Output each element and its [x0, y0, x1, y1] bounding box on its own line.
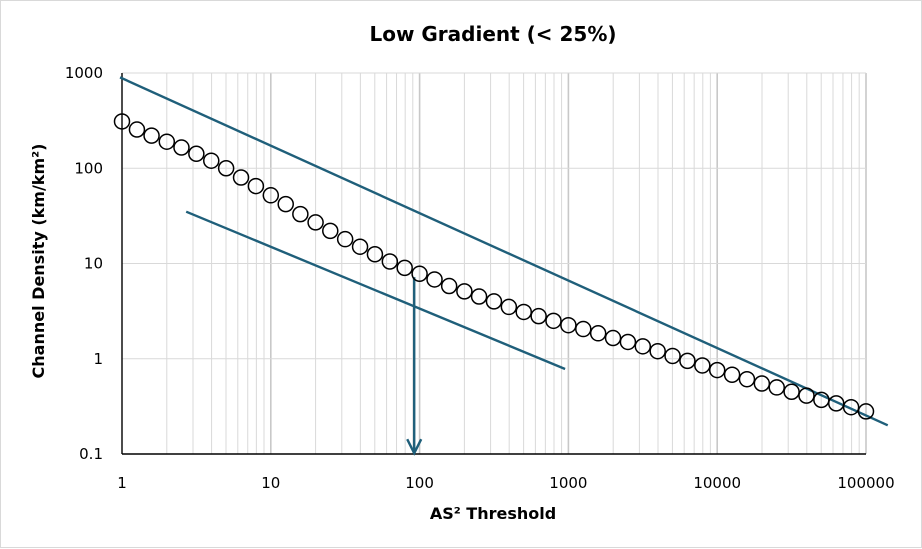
data-point [515, 303, 532, 321]
y-tick-label: 1 [93, 350, 103, 368]
data-point [426, 271, 443, 288]
y-tick-label: 1000 [65, 64, 103, 82]
data-point [723, 366, 741, 383]
data-point [232, 169, 250, 186]
data-point [485, 293, 503, 310]
data-point [158, 133, 176, 150]
data-point [827, 395, 845, 412]
data-point [634, 338, 652, 355]
y-tick-label: 0.1 [79, 445, 103, 463]
data-point [694, 357, 711, 374]
data-point [277, 195, 294, 213]
data-point [456, 283, 473, 300]
data-point [381, 253, 399, 270]
data-point [396, 259, 413, 277]
data-point [143, 127, 160, 144]
data-point [664, 347, 681, 365]
x-tick-label: 100000 [837, 474, 894, 492]
data-point [753, 375, 771, 392]
data-point [247, 177, 265, 195]
axes [121, 73, 866, 455]
data-point [649, 342, 666, 360]
y-tick-label: 10 [84, 255, 103, 273]
data-point [857, 403, 875, 420]
data-point [530, 307, 547, 325]
data-point [292, 205, 309, 223]
y-axis-title: Channel Density (km/km²) [29, 144, 48, 379]
data-point [842, 398, 860, 416]
trend-lines [119, 76, 889, 456]
data-point [128, 121, 146, 138]
data-point [262, 187, 280, 204]
data-point [203, 152, 220, 169]
data-point [470, 288, 488, 305]
data-point [679, 352, 696, 370]
data-point [589, 325, 607, 342]
data-point [188, 145, 205, 162]
y-tick-label: 100 [74, 159, 103, 177]
x-tick-label: 1000 [549, 474, 587, 492]
data-points [113, 113, 875, 420]
trend-line [185, 210, 566, 371]
data-point [560, 316, 577, 334]
data-point [322, 222, 339, 240]
data-point [113, 113, 131, 130]
data-point [575, 320, 592, 338]
x-tick-label: 1 [117, 474, 127, 492]
data-point [768, 379, 785, 396]
data-point [217, 160, 235, 177]
data-point [173, 139, 190, 156]
data-point [619, 333, 637, 351]
data-point [708, 361, 726, 379]
x-axis-title: AS² Threshold [430, 504, 556, 523]
data-point [604, 329, 622, 347]
data-point [351, 238, 369, 255]
data-point [783, 383, 800, 401]
data-point [738, 370, 756, 388]
arrowhead [406, 438, 423, 456]
data-point [440, 277, 458, 295]
data-point [307, 214, 324, 231]
data-point [366, 246, 384, 263]
x-tick-label: 10000 [693, 474, 741, 492]
data-point [336, 230, 354, 248]
data-point [798, 387, 815, 404]
data-point [545, 312, 562, 330]
data-point [500, 298, 518, 316]
trend-line [119, 76, 889, 427]
x-tick-label: 10 [261, 474, 280, 492]
chart-title: Low Gradient (< 25%) [369, 22, 616, 46]
x-tick-label: 100 [405, 474, 434, 492]
tick-labels: 1 10 100 1000 10000 100000 0.1 1 10 100 1000 [65, 64, 895, 492]
data-point [411, 265, 428, 283]
